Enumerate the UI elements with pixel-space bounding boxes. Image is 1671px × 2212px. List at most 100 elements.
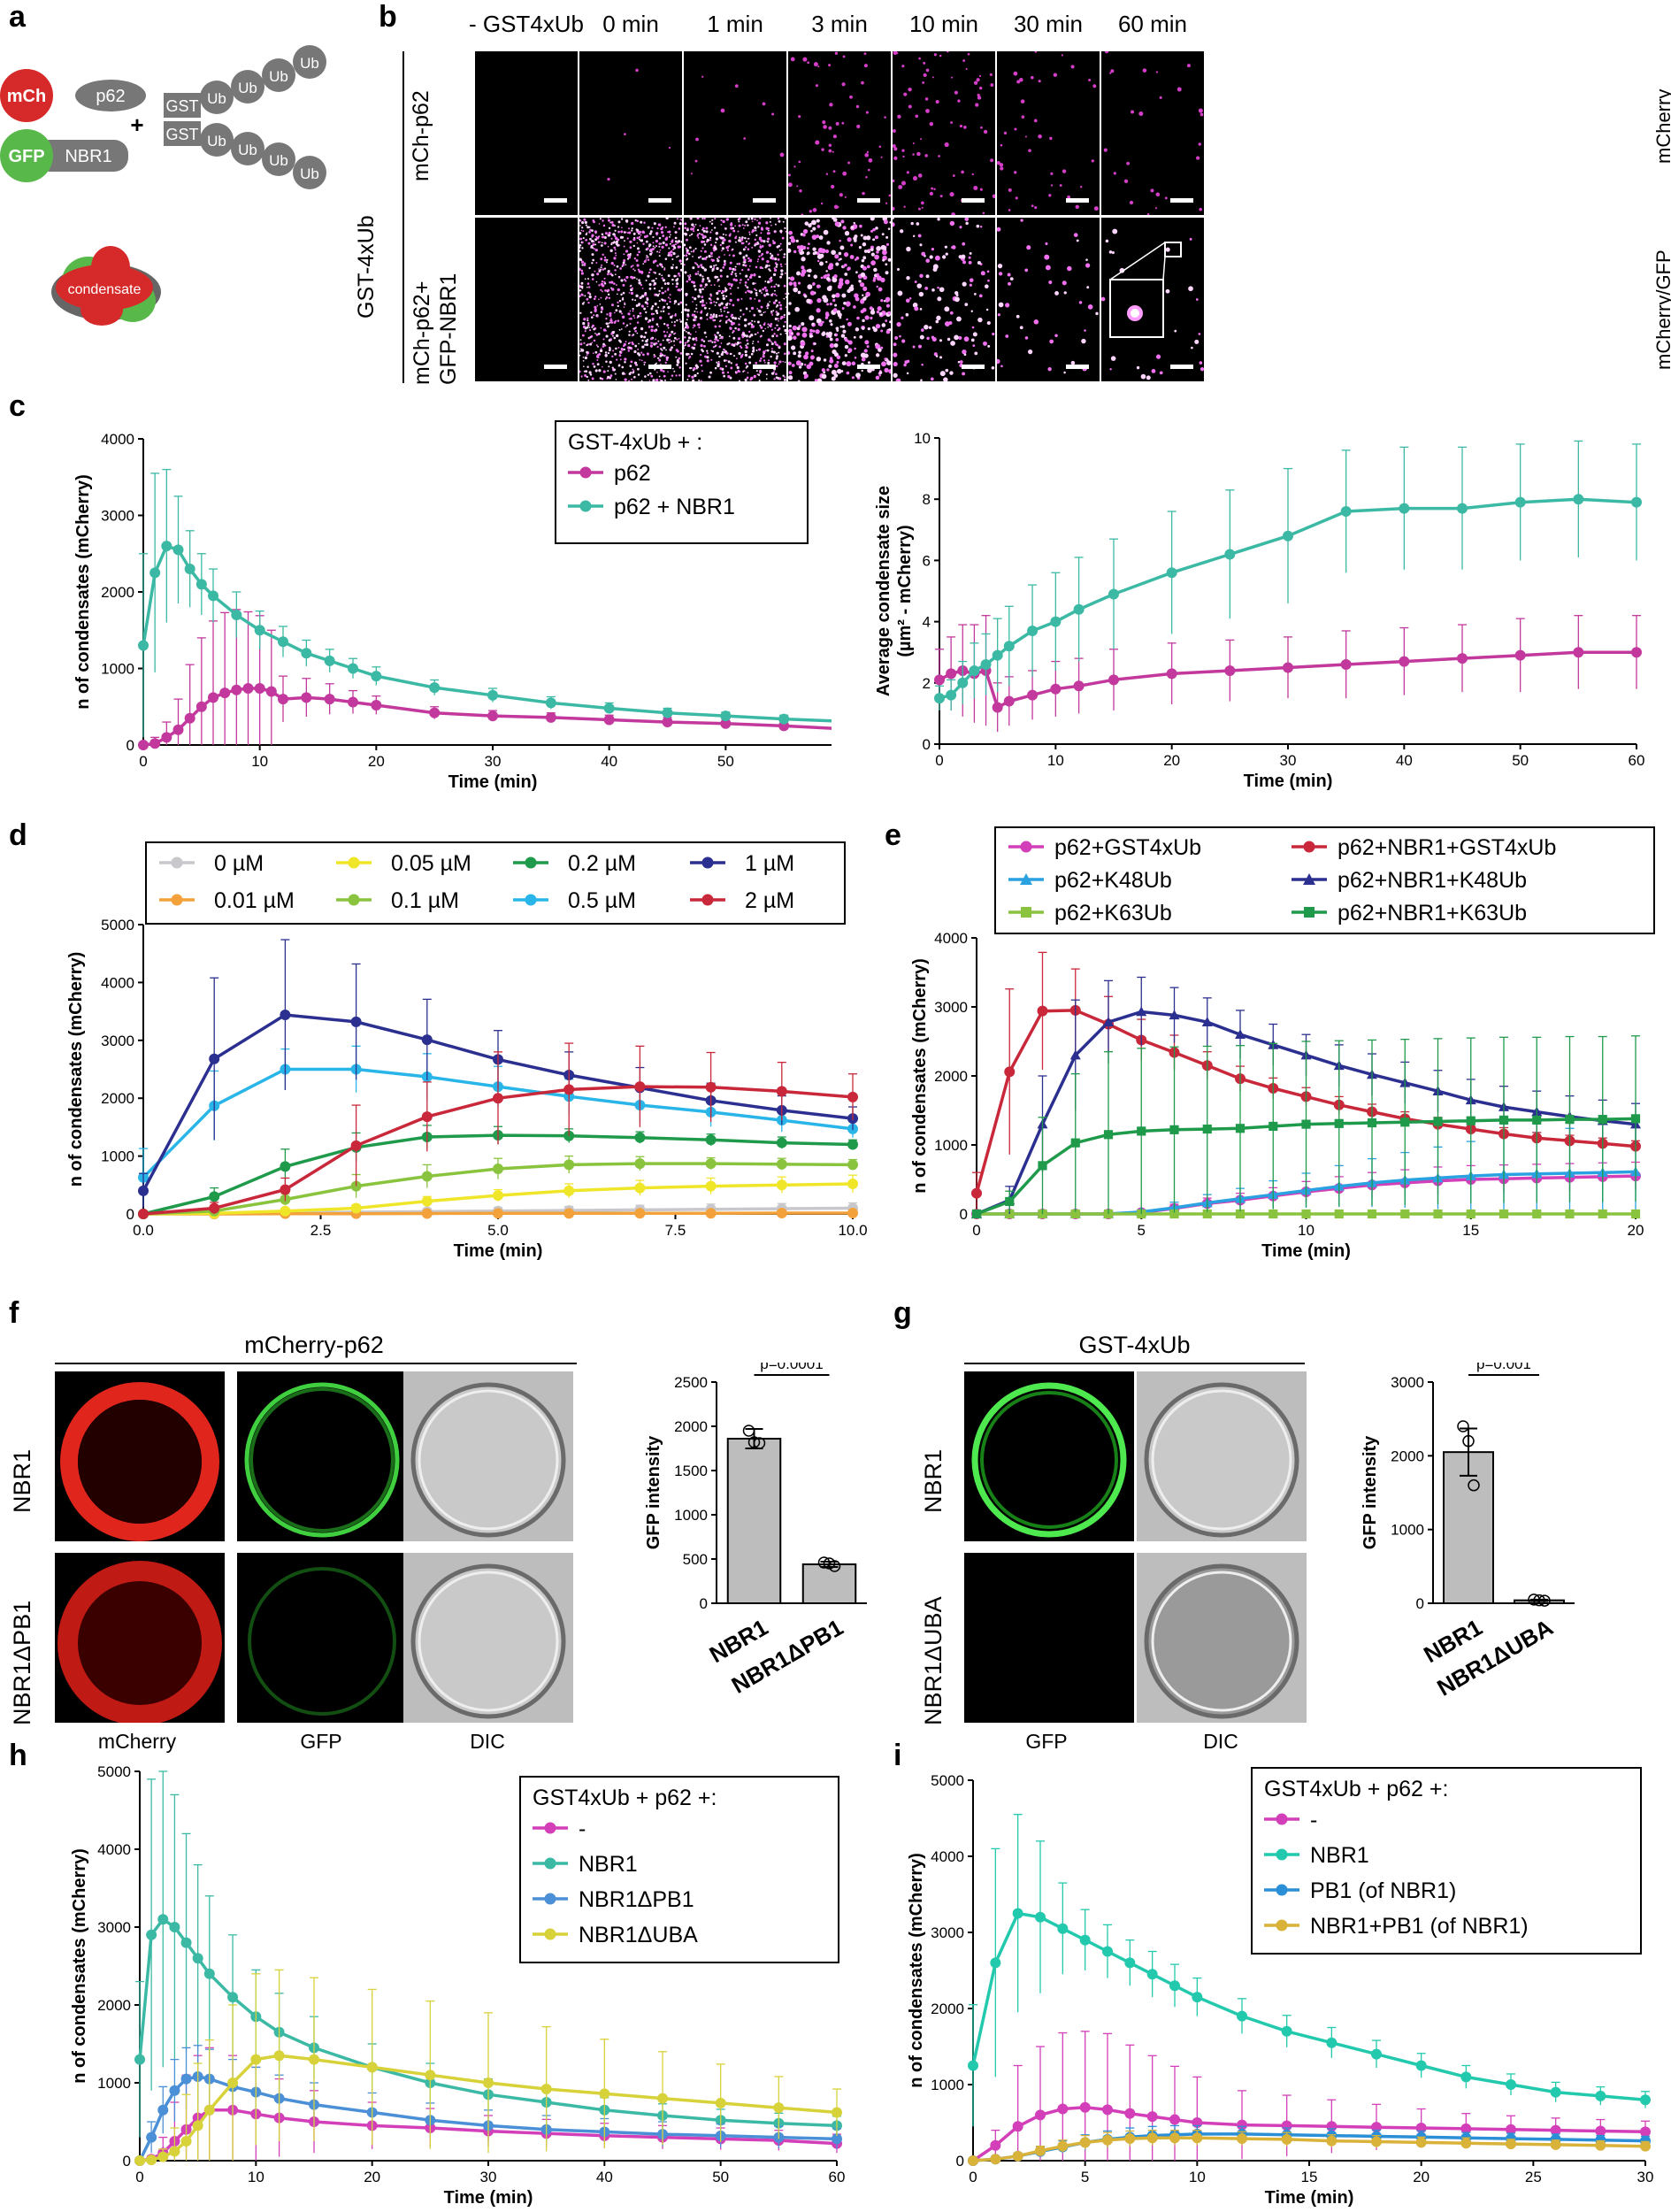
data-point (1457, 503, 1468, 514)
data-point (634, 1132, 646, 1143)
data-point (421, 1195, 433, 1207)
legend-entry: NBR1 (1310, 1843, 1369, 1868)
data-point (250, 2054, 262, 2065)
scale-bar (857, 198, 880, 203)
data-point (1326, 2135, 1338, 2147)
panel-f-title: mCherry-p62 (244, 1332, 384, 1358)
y-tick-label: 0 (126, 1206, 134, 1223)
nbr1-label: NBR1 (65, 147, 111, 166)
x-tick-label: 10 (248, 2169, 264, 2185)
data-point (1146, 2132, 1158, 2144)
scale-bar (857, 365, 880, 369)
x-tick-label: 20 (1163, 752, 1180, 769)
data-point (1400, 1209, 1410, 1219)
data-point (169, 1922, 180, 1932)
data-point (1400, 1118, 1410, 1127)
data-point (1326, 2037, 1338, 2048)
data-point (1640, 2126, 1651, 2138)
scale-bar (1170, 365, 1193, 369)
x-tick-label: 0 (139, 753, 147, 770)
data-point (348, 696, 358, 708)
legend-entry: 1 µM (745, 851, 794, 876)
data-point (195, 701, 207, 712)
data-point (1301, 1119, 1311, 1129)
series-nbr1-uba (134, 1969, 842, 2166)
data-point (1237, 2119, 1247, 2131)
data-point (603, 714, 615, 726)
row2-label-line1: mCh-p62+ (410, 280, 434, 385)
y-axis-label: GFP intensity (644, 1435, 663, 1549)
data-point (1367, 1118, 1377, 1128)
svg-text:Ub: Ub (300, 55, 319, 72)
data-point (1124, 2108, 1136, 2119)
data-point (1169, 1125, 1179, 1134)
legend-entry: NBR1+PB1 (of NBR1) (1310, 1914, 1529, 1939)
y-tick-label: 1000 (101, 661, 134, 678)
data-point (715, 2097, 726, 2108)
y-tick-label: 3000 (934, 999, 968, 1016)
x-axis-label: Time (min) (448, 772, 538, 792)
scale-bar (753, 365, 776, 369)
y-tick-label: 2000 (674, 1418, 708, 1435)
data-point (545, 697, 556, 709)
panel-label-c: c (9, 389, 26, 423)
x-tick-label: 40 (1396, 752, 1413, 769)
y-axis-label: GFP intensity (1361, 1435, 1380, 1549)
data-point (1012, 2121, 1023, 2132)
data-point (1269, 1209, 1278, 1219)
bar (801, 1563, 857, 1604)
legend-entry: NBR1ΔUBA (579, 1923, 698, 1947)
x-axis-label: Time (min) (454, 1241, 543, 1261)
series-p62 (934, 615, 1642, 733)
data-point (180, 2136, 192, 2147)
data-point (1166, 567, 1177, 579)
data-point (483, 2078, 494, 2088)
data-point (429, 707, 441, 718)
y-tick-label: 2000 (101, 584, 134, 601)
panel-f-col1: mCherry (97, 1730, 177, 1753)
data-point (1192, 2132, 1203, 2144)
data-point (1102, 2134, 1113, 2146)
y-tick-label: 10 (914, 430, 931, 447)
data-point (992, 702, 1003, 713)
data-point (1371, 2136, 1382, 2147)
x-tick-label: 10 (1047, 752, 1064, 769)
data-point (1506, 2139, 1516, 2150)
panel-f-col3: DIC (470, 1730, 505, 1753)
panel-g-row1: NBR1 (920, 1448, 947, 1513)
data-point (280, 1161, 291, 1172)
legend-entry: - (1310, 1808, 1317, 1832)
data-point (1640, 2094, 1651, 2106)
mch-shape (0, 69, 53, 122)
scale-bar (1066, 365, 1089, 369)
data-point (493, 1190, 503, 1202)
data-point (1202, 1124, 1212, 1134)
data-point (817, 1556, 831, 1569)
p62-label: p62 (96, 87, 125, 106)
scale-bar (544, 365, 567, 369)
scale-bar (648, 365, 671, 369)
x-tick-label: 50 (1512, 752, 1529, 769)
data-point (180, 2073, 192, 2085)
data-point (324, 694, 335, 705)
legend-entry: 0 µM (214, 851, 264, 876)
data-point (192, 2120, 203, 2131)
data-point (1069, 1049, 1081, 1060)
series-line (972, 2132, 1646, 2162)
data-point (934, 674, 945, 686)
legend: p62+GST4xUb p62+NBR1+GST4xUb p62+K48Ub p62+… (994, 826, 1655, 934)
data-point (720, 718, 732, 729)
time-header: 0 min (602, 11, 659, 37)
y-tick-label: 3000 (931, 1924, 964, 1941)
panel-f-col2: GFP (300, 1730, 342, 1753)
data-point (1281, 2133, 1292, 2145)
y-tick-label: 0 (126, 737, 134, 754)
bar (1443, 1451, 1494, 1604)
x-tick-label: 30 (480, 2169, 497, 2185)
data-point (1281, 2025, 1292, 2037)
data-point (1079, 2101, 1091, 2113)
x-tick-label: 30 (485, 753, 502, 770)
data-point (753, 1437, 766, 1449)
x-tick-label: 50 (712, 2169, 729, 2185)
data-point (219, 687, 231, 699)
